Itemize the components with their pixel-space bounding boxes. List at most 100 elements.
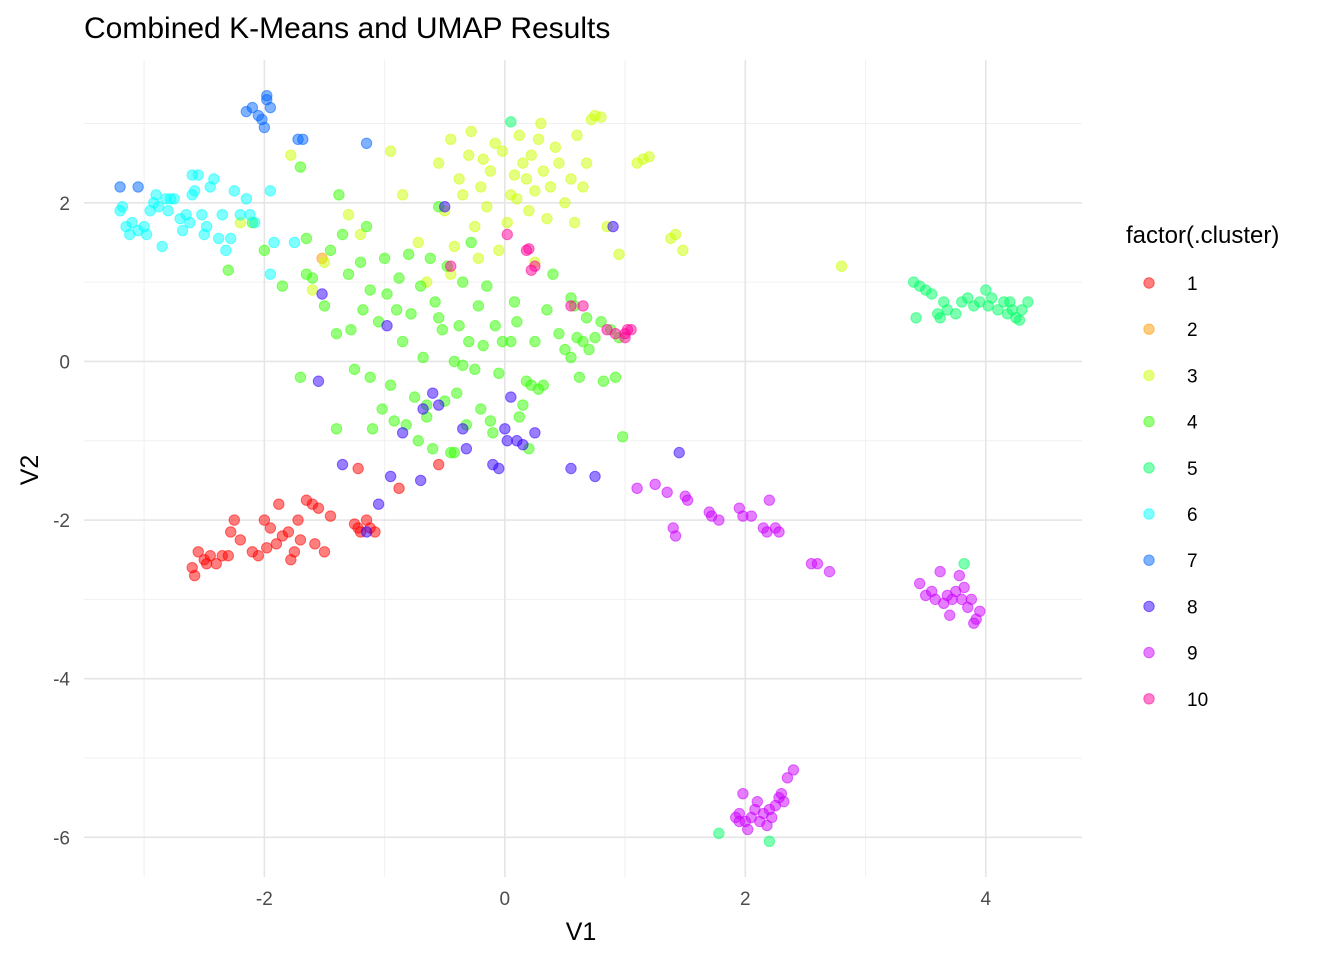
point-cluster-8 [426, 387, 439, 399]
point-cluster-1 [282, 526, 295, 538]
point-cluster-4 [342, 268, 355, 280]
point-cluster-4 [417, 351, 429, 364]
point-cluster-9 [766, 811, 778, 824]
point-cluster-9 [965, 593, 978, 606]
point-cluster-3 [532, 133, 545, 146]
point-cluster-3 [508, 169, 521, 181]
point-cluster-3 [669, 228, 682, 241]
point-cluster-5 [950, 308, 962, 320]
legend-label: 2 [1187, 320, 1198, 341]
point-cluster-4 [616, 431, 629, 443]
point-cluster-3 [384, 145, 397, 157]
point-cluster-1 [433, 458, 445, 471]
x-tick-label: -2 [256, 889, 273, 910]
point-cluster-4 [414, 280, 427, 292]
point-cluster-4 [300, 232, 313, 245]
point-cluster-1 [261, 542, 273, 554]
point-cluster-8 [673, 446, 685, 459]
point-cluster-4 [357, 304, 369, 316]
point-cluster-3 [412, 236, 424, 249]
point-cluster-4 [381, 288, 393, 300]
point-cluster-10 [523, 243, 535, 255]
point-cluster-4 [354, 256, 367, 268]
point-cluster-8 [414, 474, 427, 487]
point-cluster-10 [445, 260, 457, 272]
point-cluster-3 [580, 157, 593, 169]
point-cluster-6 [156, 240, 168, 253]
point-cluster-8 [565, 462, 577, 475]
point-cluster-6 [116, 201, 129, 213]
point-cluster-4 [345, 323, 357, 336]
legend-key [1143, 323, 1155, 335]
point-cluster-4 [583, 343, 595, 356]
point-cluster-3 [517, 157, 529, 169]
point-cluster-6 [264, 185, 277, 197]
point-cluster-4 [408, 391, 421, 403]
point-cluster-4 [493, 367, 505, 380]
point-cluster-10 [609, 327, 622, 340]
point-cluster-9 [742, 823, 754, 836]
point-cluster-6 [288, 236, 301, 249]
point-cluster-4 [436, 323, 449, 336]
point-cluster-10 [625, 323, 637, 336]
point-cluster-4 [453, 320, 465, 332]
point-cluster-1 [312, 502, 325, 514]
point-cluster-4 [330, 423, 343, 435]
point-cluster-5 [980, 284, 992, 296]
point-cluster-9 [944, 609, 956, 621]
point-cluster-9 [781, 772, 794, 784]
point-cluster-4 [348, 363, 361, 376]
point-cluster-4 [378, 252, 391, 265]
point-cluster-3 [549, 141, 562, 153]
point-cluster-3 [463, 149, 475, 161]
point-cluster-3 [484, 165, 497, 177]
point-cluster-3 [595, 111, 607, 123]
point-cluster-8 [316, 288, 328, 300]
point-cluster-6 [224, 232, 237, 245]
point-cluster-3 [396, 189, 409, 201]
point-cluster-3 [535, 117, 547, 130]
point-cluster-9 [811, 557, 824, 570]
point-cluster-8 [460, 442, 473, 455]
point-cluster-3 [643, 151, 655, 163]
point-cluster-4 [424, 252, 436, 265]
point-cluster-5 [992, 304, 1004, 316]
point-cluster-9 [934, 565, 946, 578]
point-cluster-3 [457, 189, 469, 201]
point-cluster-4 [511, 316, 523, 328]
point-cluster-1 [292, 514, 304, 526]
y-tick-label: 2 [59, 194, 70, 215]
point-cluster-4 [333, 189, 345, 201]
point-cluster-5 [713, 827, 725, 840]
point-cluster-3 [511, 193, 523, 205]
point-cluster-5 [958, 557, 970, 570]
point-cluster-9 [974, 605, 986, 617]
point-cluster-4 [589, 331, 601, 344]
point-cluster-6 [186, 169, 198, 181]
point-cluster-4 [429, 296, 441, 308]
point-cluster-3 [577, 181, 589, 193]
point-cluster-5 [505, 116, 517, 128]
point-cluster-3 [568, 216, 581, 229]
point-cluster-8 [312, 375, 325, 387]
point-cluster-1 [228, 514, 241, 526]
y-tick-label: -6 [53, 828, 70, 849]
point-cluster-3 [354, 228, 367, 241]
point-cluster-4 [513, 411, 525, 423]
point-cluster-4 [505, 335, 517, 348]
legend-label: 9 [1187, 644, 1198, 665]
point-cluster-3 [553, 157, 565, 169]
legend: factor(.cluster) 1 2 3 4 5 6 7 8 9 10 [1126, 222, 1279, 711]
point-cluster-4 [457, 359, 469, 372]
point-cluster-4 [609, 371, 622, 383]
point-cluster-3 [520, 173, 533, 185]
point-cluster-8 [499, 423, 511, 435]
point-cluster-4 [487, 427, 499, 439]
point-cluster-3 [475, 181, 487, 193]
x-tick-label: 0 [500, 889, 511, 910]
point-cluster-10 [501, 228, 513, 241]
y-tick-label: 0 [59, 352, 70, 373]
data-points [114, 89, 1034, 848]
point-cluster-4 [489, 320, 501, 332]
point-cluster-6 [234, 208, 247, 221]
